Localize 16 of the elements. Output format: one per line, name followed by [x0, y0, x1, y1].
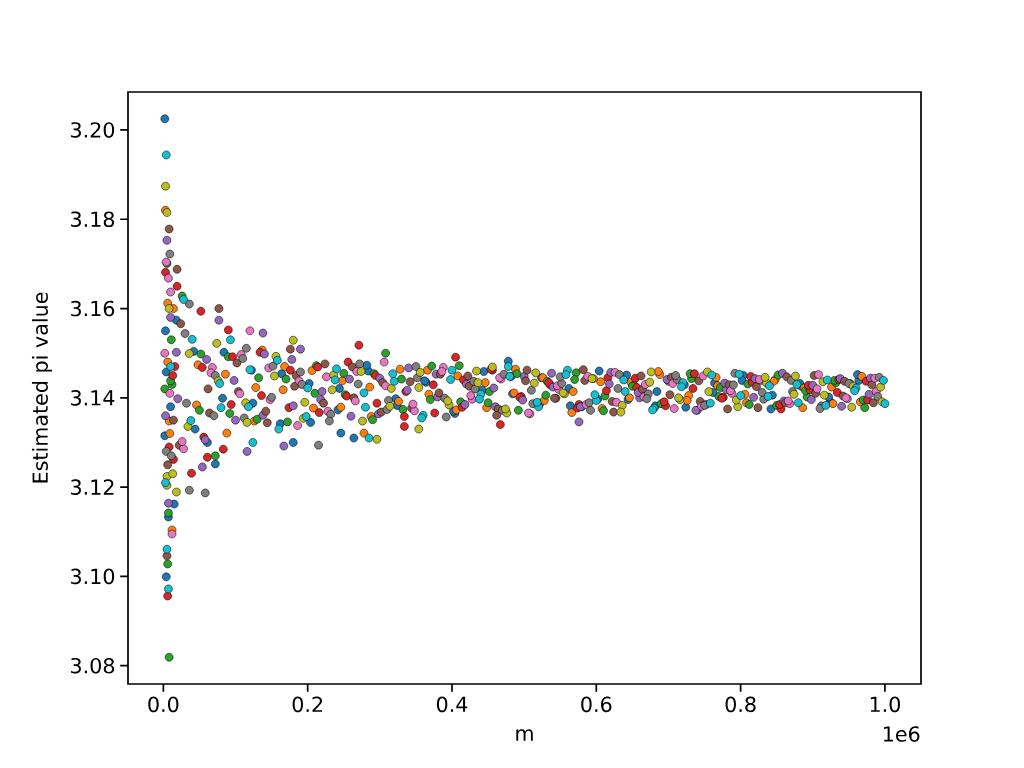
x-tick-label: 0.6: [581, 696, 612, 713]
y-tick-label: 3.16: [71, 300, 115, 317]
y-tick-label: 3.20: [71, 122, 115, 138]
x-axis-title: m: [516, 729, 533, 741]
x-tick-label: 0.0: [148, 696, 179, 713]
y-axis-title: Estimated pi value: [31, 292, 52, 483]
y-tick-label: 3.18: [71, 211, 115, 228]
x-tick-label: 0.8: [725, 696, 756, 713]
y-tick-label: 3.08: [71, 657, 115, 674]
text: 1e6: [884, 726, 920, 742]
x-tick-label: 0.2: [292, 696, 323, 713]
x-tick-label: 0.4: [436, 696, 468, 713]
y-tick-label: 3.14: [71, 390, 115, 406]
y-tick-label: 3.12: [71, 479, 114, 495]
y-tick-label: 3.10: [71, 568, 115, 585]
x-tick-label: 1.0: [870, 696, 900, 713]
